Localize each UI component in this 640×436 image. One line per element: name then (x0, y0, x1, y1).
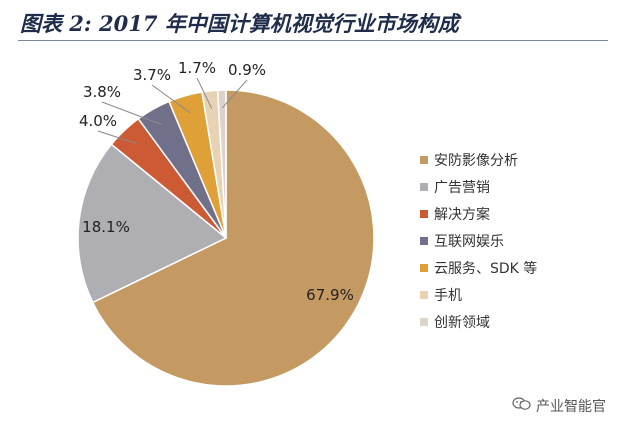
pie-slice (91, 89, 375, 387)
leader-line (97, 130, 137, 145)
legend-label: 手机 (434, 287, 462, 304)
legend-item: 解决方案 (420, 200, 537, 227)
legend-swatch (420, 290, 428, 299)
legend: 安防影像分析 广告营销解决方案互联网娱乐云服务、SDK 等手机创新领域 (420, 146, 537, 335)
data-label: 18.1% (82, 218, 130, 236)
legend-swatch (420, 209, 428, 218)
legend-item: 创新领域 (420, 308, 537, 335)
legend-item: 互联网娱乐 (420, 227, 537, 254)
legend-label: 安防影像分析 (434, 152, 518, 169)
legend-swatch (420, 155, 428, 164)
data-label: 0.9% (228, 61, 266, 79)
title-divider (18, 40, 608, 41)
pie-slice (77, 143, 228, 304)
data-label: 4.0% (79, 112, 117, 130)
legend-item: 广告营销 (420, 173, 537, 200)
data-label: 67.9% (306, 286, 354, 304)
data-labels: 67.9% 18.1% 4.0% 3.8% 3.7% 1.7% 0.9% (79, 59, 354, 304)
legend-label: 解决方案 (434, 206, 490, 223)
watermark: 产业智能官 (512, 396, 606, 416)
chart-title: 图表 2: 2017 年中国计算机视觉行业市场构成 (20, 11, 459, 36)
leader-line (196, 77, 213, 109)
legend-label: 创新领域 (434, 314, 490, 331)
pie-slice (216, 89, 227, 239)
legend-label: 云服务、SDK 等 (434, 260, 538, 277)
legend-swatch (420, 263, 428, 272)
legend-item: 安防影像分析 (420, 146, 537, 173)
wechat-icon (512, 397, 532, 415)
data-label: 3.8% (83, 83, 121, 101)
legend-swatch (420, 317, 428, 326)
watermark-text: 产业智能官 (536, 399, 606, 415)
data-label: 1.7% (178, 59, 216, 77)
leader-line (221, 79, 248, 109)
legend-swatch (420, 182, 428, 191)
data-label: 3.7% (133, 66, 171, 84)
legend-item: 手机 (420, 281, 537, 308)
legend-swatch (420, 236, 428, 245)
leader-line (101, 101, 163, 126)
leader-lines (97, 77, 248, 145)
pie-slices (77, 89, 375, 387)
leader-line (151, 84, 191, 114)
legend-label: 互联网娱乐 (434, 233, 504, 250)
legend-label: 广告营销 (434, 179, 490, 196)
legend-item: 云服务、SDK 等 (420, 254, 537, 281)
